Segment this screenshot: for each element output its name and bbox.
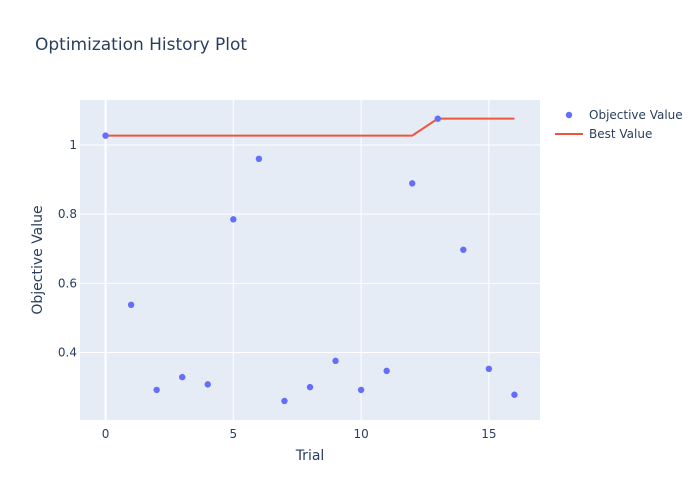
legend-marker-objective-value: [565, 111, 573, 119]
objective-value-point[interactable]: [434, 115, 441, 122]
plot-area[interactable]: [80, 100, 540, 420]
objective-value-point[interactable]: [102, 132, 109, 139]
x-tick-label: 10: [353, 427, 368, 441]
legend-item-best-value[interactable]: Best Value: [555, 127, 652, 141]
series-layer: [102, 115, 518, 405]
best-value-line[interactable]: [105, 117, 515, 137]
objective-value-point[interactable]: [460, 246, 467, 253]
tick-layer: 0 5 10 15 0.4 0.6 0.8 1: [58, 138, 497, 441]
objective-value-point[interactable]: [409, 180, 416, 187]
objective-value-point[interactable]: [127, 301, 135, 308]
objective-value-point[interactable]: [306, 383, 314, 391]
y-tick-label: 0.8: [58, 207, 77, 221]
grid-layer: [80, 100, 540, 420]
x-tick-label: 15: [481, 427, 496, 441]
objective-value-point[interactable]: [511, 391, 518, 398]
y-tick-label: 1: [69, 138, 77, 152]
objective-value-point[interactable]: [281, 397, 288, 405]
objective-value-point[interactable]: [179, 373, 186, 381]
legend: Objective Value Best Value: [555, 108, 683, 141]
objective-value-point[interactable]: [485, 365, 493, 372]
objective-value-point[interactable]: [153, 386, 160, 394]
x-tick-label: 5: [230, 427, 238, 441]
objective-value-point[interactable]: [204, 381, 211, 388]
objective-value-point[interactable]: [383, 367, 390, 375]
chart-title: Optimization History Plot: [35, 35, 247, 55]
legend-label-best-value: Best Value: [589, 127, 652, 141]
legend-item-objective-value[interactable]: Objective Value: [565, 108, 683, 122]
y-tick-label: 0.4: [58, 346, 77, 360]
objective-value-point[interactable]: [332, 357, 339, 365]
objective-value-point[interactable]: [255, 155, 263, 163]
y-tick-label: 0.6: [58, 276, 77, 290]
x-axis-title: Trial: [295, 448, 325, 464]
objective-value-point[interactable]: [230, 216, 237, 223]
objective-value-point[interactable]: [357, 386, 365, 394]
x-tick-label: 0: [102, 427, 110, 441]
legend-label-objective-value: Objective Value: [589, 108, 683, 122]
y-axis-title: Objective Value: [30, 205, 46, 314]
